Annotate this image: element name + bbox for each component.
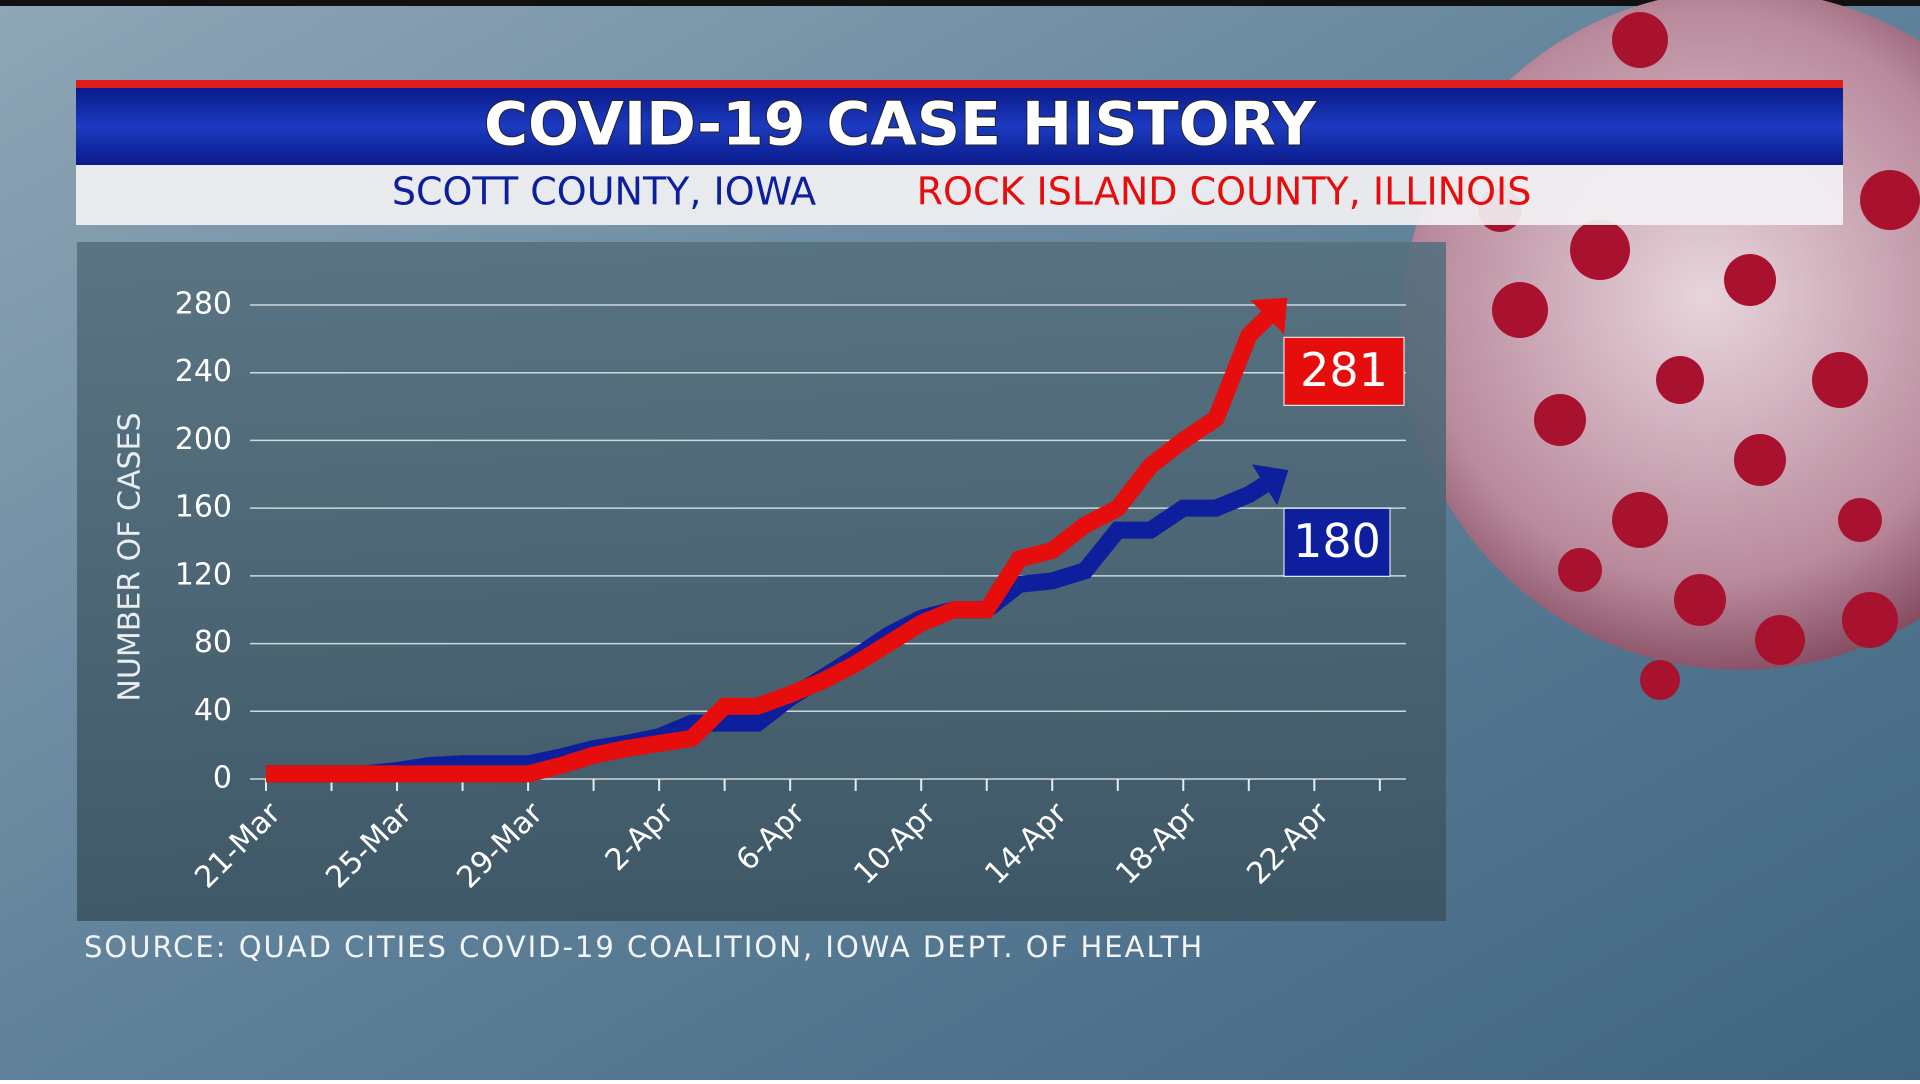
y-tick-label: 40 <box>194 693 232 728</box>
legend-entry: ROCK ISLAND COUNTY, ILLINOIS <box>917 170 1532 214</box>
y-tick-label: 280 <box>175 287 232 322</box>
y-tick-label: 80 <box>194 625 232 660</box>
value-label: 281 <box>1300 343 1388 397</box>
value-label-box <box>1283 507 1391 577</box>
y-axis-label: NUMBER OF CASES <box>113 412 148 701</box>
header-band <box>76 88 1843 165</box>
legend-band <box>76 165 1843 225</box>
value-label: 180 <box>1293 514 1381 568</box>
value-label-box <box>1283 336 1405 406</box>
y-tick-label: 160 <box>175 490 232 525</box>
arrow-head <box>1250 297 1288 335</box>
source-note: SOURCE: QUAD CITIES COVID-19 COALITION, … <box>84 930 1204 964</box>
legend-entry: SCOTT COUNTY, IOWA <box>392 170 816 214</box>
y-tick-label: 240 <box>175 354 232 389</box>
y-tick-label: 0 <box>213 761 232 796</box>
header-stripe <box>76 80 1843 88</box>
plot-panel <box>77 242 1446 921</box>
chart-title: COVID-19 CASE HISTORY <box>484 90 1318 160</box>
series-line <box>266 477 1270 783</box>
top-edge <box>0 0 1920 6</box>
series-line <box>266 311 1274 783</box>
y-tick-label: 200 <box>175 422 232 457</box>
arrow-head <box>1251 464 1289 506</box>
y-tick-label: 120 <box>175 557 232 592</box>
